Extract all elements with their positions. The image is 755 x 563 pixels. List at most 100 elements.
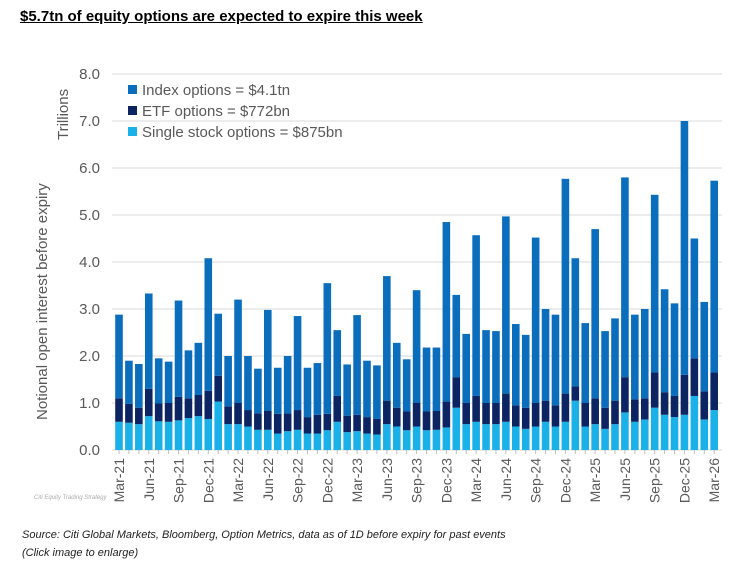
bar-segment <box>402 359 411 412</box>
bar-segment <box>135 363 143 408</box>
bar-segment <box>363 417 371 434</box>
bar-segment <box>482 330 490 403</box>
bar-segment <box>254 429 262 450</box>
bar-segment <box>432 410 441 430</box>
bar-segment <box>650 194 659 373</box>
bar-segment <box>631 399 639 422</box>
source-note: Source: Citi Global Markets, Bloomberg, … <box>22 529 506 541</box>
bar-segment <box>502 393 510 422</box>
bar-segment <box>373 434 381 450</box>
legend-swatch <box>128 127 137 136</box>
bar-segment <box>690 395 699 450</box>
x-tick-label: Mar-24 <box>468 458 484 503</box>
bar-segment <box>164 421 173 450</box>
bar-segment <box>392 342 401 408</box>
bar-segment <box>313 433 322 450</box>
bar-segment <box>204 390 213 419</box>
x-tick-label: Sep-25 <box>647 458 663 503</box>
x-tick-label: Jun-22 <box>260 458 276 501</box>
legend-label: Single stock options = $875bn <box>142 124 343 141</box>
bar-segment <box>700 419 709 450</box>
y-tick-label: 6.0 <box>79 160 100 177</box>
bar-segment <box>363 433 371 450</box>
bar-segment <box>521 428 530 450</box>
bar-segment <box>244 356 252 411</box>
bar-segment <box>273 413 282 434</box>
bar-segment <box>115 421 123 450</box>
bar-segment <box>373 418 381 435</box>
bar-segment <box>571 400 580 450</box>
bar-segment <box>650 372 659 408</box>
bar-segment <box>144 293 153 389</box>
bar-segment <box>472 235 480 396</box>
bar-segment <box>422 430 431 450</box>
bar-segment <box>492 424 500 450</box>
bar-segment <box>621 377 629 413</box>
bar-segment <box>115 398 123 422</box>
bar-segment <box>631 314 639 400</box>
bar-segment <box>313 363 322 415</box>
bar-segment <box>194 416 203 450</box>
bar-segment <box>561 421 570 450</box>
bar-segment <box>125 360 133 404</box>
bar-segment <box>135 424 143 450</box>
bar-segment <box>214 313 222 376</box>
bar-segment <box>472 421 480 450</box>
y-tick-label: 0.0 <box>79 442 100 459</box>
bar-segment <box>154 421 163 450</box>
bar-segment <box>174 420 183 450</box>
bar-segment <box>591 229 599 399</box>
bar-segment <box>640 309 649 399</box>
bar-segment <box>700 391 709 420</box>
bar-segment <box>174 396 183 421</box>
bar-segment <box>174 300 183 397</box>
bar-segment <box>492 403 500 425</box>
bar-segment <box>125 403 133 423</box>
bar-segment <box>283 413 292 432</box>
bar-segment <box>462 424 470 450</box>
bar-segment <box>194 395 203 417</box>
bar-segment <box>531 403 540 427</box>
bar-segment <box>333 421 342 450</box>
bar-segment <box>303 367 312 418</box>
bar-segment <box>154 358 163 404</box>
bar-segment <box>581 426 590 450</box>
bar-segment <box>214 401 222 450</box>
bar-segment <box>254 413 262 430</box>
bar-segment <box>343 415 351 433</box>
bar-segment <box>333 330 342 396</box>
bar-segment <box>660 414 669 450</box>
bar-segment <box>551 314 560 406</box>
bar-segment <box>512 426 520 450</box>
bar-segment <box>690 238 699 359</box>
bar-segment <box>144 416 153 450</box>
x-tick-label: Sep-22 <box>290 458 306 503</box>
bar-segment <box>482 403 490 425</box>
y-axis-unit: Trillions <box>55 89 72 140</box>
bar-segment <box>283 431 292 450</box>
bar-segment <box>660 289 669 393</box>
bar-segment <box>164 361 173 403</box>
bar-segment <box>353 431 361 450</box>
bar-segment <box>502 216 510 394</box>
bar-segment <box>373 365 381 419</box>
bar-segment <box>184 398 193 419</box>
x-tick-label: Mar-26 <box>706 458 722 503</box>
bar-segment <box>323 413 332 431</box>
bar-segment <box>323 283 332 414</box>
bar-segment <box>561 393 570 422</box>
bar-segment <box>234 424 242 450</box>
bar-segment <box>383 424 391 450</box>
x-tick-label: Jun-25 <box>617 458 633 501</box>
bar-segment <box>670 417 679 450</box>
bar-segment <box>541 309 550 401</box>
bar-segment <box>293 429 302 450</box>
y-tick-label: 1.0 <box>79 395 100 412</box>
bar-segment <box>680 374 689 415</box>
bar-segment <box>254 368 262 414</box>
bar-segment <box>700 301 709 392</box>
bar-segment <box>293 410 302 430</box>
bar-segment <box>680 121 689 375</box>
legend-label: ETF options = $772bn <box>142 103 290 120</box>
legend-swatch <box>128 85 137 94</box>
